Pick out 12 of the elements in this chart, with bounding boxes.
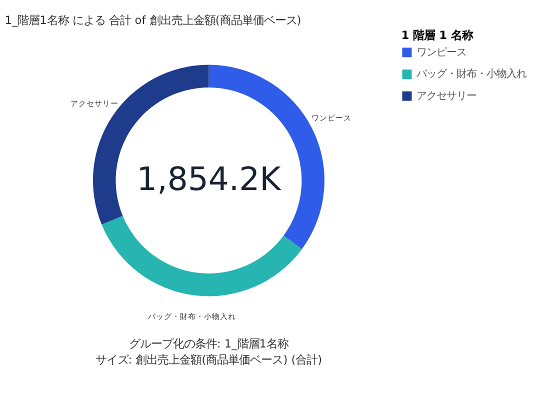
legend-label: バッグ・財布・小物入れ [415,68,526,80]
legend-label: ワンピース [416,46,466,58]
text: グループ化の条件: 1_階層1名称 [128,336,289,350]
chart-title: 1_階層1名称 による 合計 of 創出売上金額(商品単価ベース) [4,12,302,27]
slice-label: ワンピース [311,113,352,122]
legend-label: アクセサリー [416,90,476,102]
text: 1,854.2K [136,160,282,198]
slice-label: バッグ・財布・小物入れ [146,312,236,321]
text: サイズ: 創出売上金額(商品単価ベース) (合計) [95,352,322,367]
legend-title: 1 階層 1 名称 [401,28,474,42]
donut-slice [102,216,302,296]
slice-label: アクセサリー [70,98,118,108]
